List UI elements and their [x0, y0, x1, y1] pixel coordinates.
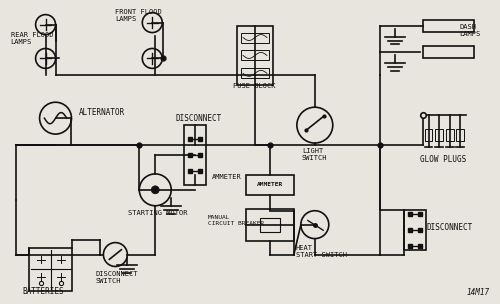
Text: DASH
LAMPS: DASH LAMPS [460, 24, 480, 37]
Text: HEAT
START SWITCH: HEAT START SWITCH [296, 245, 347, 257]
Bar [241, 50, 269, 60]
Bar [422, 47, 474, 58]
Text: DISCONNECT: DISCONNECT [426, 223, 473, 232]
Text: MANUAL
CIRCUIT BREAKER: MANUAL CIRCUIT BREAKER [208, 215, 264, 226]
Bar [424, 129, 432, 141]
Text: FRONT FLOOD
LAMPS: FRONT FLOOD LAMPS [116, 9, 162, 22]
Text: DISCONNECT
SWITCH: DISCONNECT SWITCH [96, 271, 138, 285]
Bar [404, 210, 425, 250]
Bar [456, 129, 464, 141]
Bar [446, 129, 454, 141]
Text: STARTING MOTOR: STARTING MOTOR [128, 210, 188, 216]
Bar [184, 125, 206, 185]
Bar [246, 175, 294, 195]
Bar [241, 68, 269, 78]
Circle shape [36, 15, 56, 35]
Text: BATTERIES: BATTERIES [22, 287, 64, 296]
Circle shape [104, 243, 128, 267]
Text: REAR FLOOD
LAMPS: REAR FLOOD LAMPS [10, 32, 53, 45]
Circle shape [142, 13, 162, 33]
Text: AMMETER: AMMETER [257, 182, 283, 187]
Circle shape [297, 107, 333, 143]
Bar [241, 33, 269, 43]
Text: FUSE BLOCK: FUSE BLOCK [233, 83, 276, 89]
Text: DISCONNECT: DISCONNECT [175, 114, 222, 123]
Text: 14M17: 14M17 [466, 288, 489, 297]
Circle shape [40, 102, 72, 134]
Text: ALTERNATOR: ALTERNATOR [78, 108, 124, 117]
Text: GLOW PLUGS: GLOW PLUGS [420, 155, 466, 164]
Bar [28, 247, 72, 291]
Text: AMMETER: AMMETER [212, 174, 242, 180]
Circle shape [152, 186, 160, 194]
Circle shape [140, 174, 171, 206]
Bar [246, 209, 294, 240]
Circle shape [36, 48, 56, 68]
Circle shape [301, 211, 329, 239]
Circle shape [142, 48, 162, 68]
Bar [422, 19, 474, 32]
Text: LIGHT
SWITCH: LIGHT SWITCH [302, 148, 328, 161]
Bar [260, 218, 280, 232]
Bar [435, 129, 443, 141]
Bar [237, 26, 273, 85]
